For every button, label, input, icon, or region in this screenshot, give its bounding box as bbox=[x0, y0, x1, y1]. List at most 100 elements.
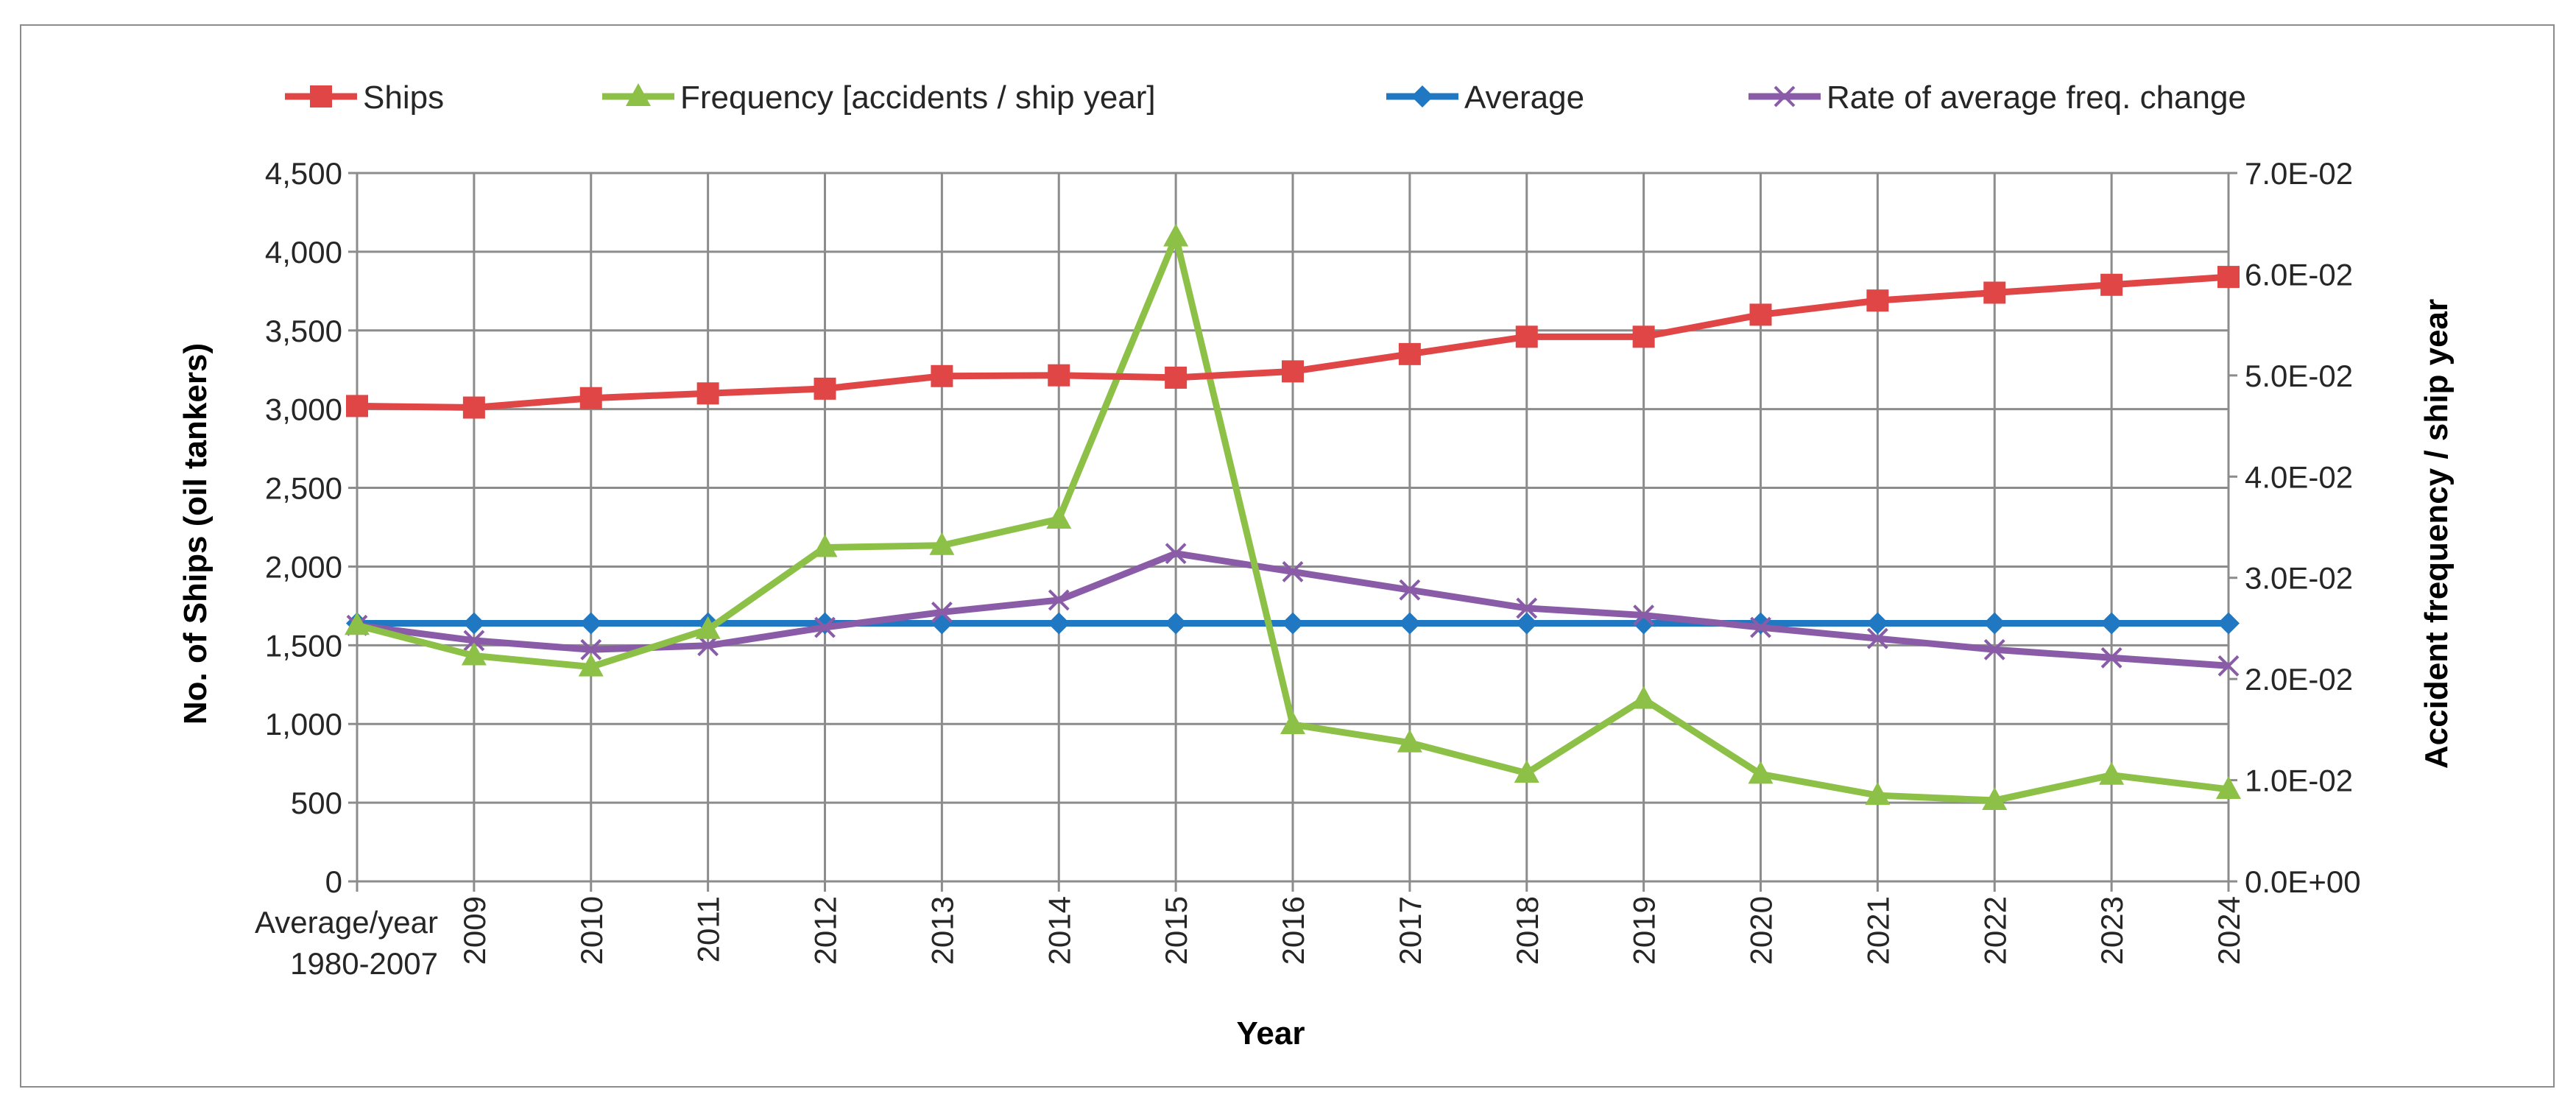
x-tick-label: 2024 bbox=[2212, 896, 2246, 965]
data-point-frequency-accidents-ship-year bbox=[812, 534, 838, 557]
x-tick-label: 2022 bbox=[1977, 896, 2012, 965]
x-tick-label: 2023 bbox=[2095, 896, 2129, 965]
data-point-ships bbox=[579, 387, 602, 409]
data-point-ships bbox=[2217, 266, 2240, 289]
legend-label: Frequency [accidents / ship year] bbox=[680, 80, 1156, 116]
legend-label: Ships bbox=[363, 80, 444, 116]
y-tick-label: 4,000 bbox=[265, 235, 342, 269]
data-point-frequency-accidents-ship-year bbox=[1163, 223, 1189, 247]
data-point-average bbox=[1398, 612, 1421, 635]
data-point-ships bbox=[2100, 273, 2123, 296]
data-point-ships bbox=[931, 364, 953, 387]
x-tick-label: 2020 bbox=[1744, 896, 1779, 965]
data-point-average bbox=[2100, 612, 2123, 635]
y2-tick-label: 7.0E-02 bbox=[2245, 156, 2353, 191]
data-point-ships bbox=[462, 396, 485, 419]
data-point-ships bbox=[814, 377, 836, 400]
data-point-frequency-accidents-ship-year bbox=[345, 612, 370, 635]
x-axis-title: Year bbox=[1237, 1015, 1305, 1051]
data-point-average bbox=[579, 612, 602, 635]
y2-tick-label: 2.0E-02 bbox=[2245, 662, 2353, 697]
data-point-ships bbox=[1983, 281, 2006, 304]
data-point-frequency-accidents-ship-year bbox=[1514, 759, 1539, 783]
x-tick-label: 2012 bbox=[808, 896, 843, 965]
legend-item-rate-of-average-freq-change: Rate of average freq. change bbox=[1748, 80, 2246, 116]
data-point-average bbox=[1983, 612, 2006, 635]
data-point-rate-of-average-freq-change bbox=[931, 602, 953, 623]
data-point-rate-of-average-freq-change bbox=[1866, 627, 1888, 649]
y2-tick-label: 1.0E-02 bbox=[2245, 764, 2353, 798]
data-point-frequency-accidents-ship-year bbox=[1982, 787, 2008, 811]
y-tick-label: 2,000 bbox=[265, 549, 342, 584]
data-point-rate-of-average-freq-change bbox=[1399, 579, 1421, 601]
series-layer bbox=[345, 223, 2241, 811]
data-point-ships bbox=[346, 395, 368, 417]
data-point-ships bbox=[696, 382, 719, 405]
x-tick-label: 2021 bbox=[1860, 896, 1895, 965]
data-point-frequency-accidents-ship-year bbox=[1397, 729, 1422, 753]
data-point-rate-of-average-freq-change bbox=[1048, 589, 1070, 611]
data-point-frequency-accidents-ship-year bbox=[1748, 761, 1774, 784]
legend-marker bbox=[310, 85, 332, 108]
data-point-frequency-accidents-ship-year bbox=[2099, 761, 2125, 785]
x-tick-label: 2009 bbox=[457, 896, 492, 965]
data-point-rate-of-average-freq-change bbox=[1165, 543, 1187, 565]
data-point-ships bbox=[1048, 364, 1070, 387]
x-tick-label: 2014 bbox=[1042, 896, 1076, 965]
x-tick-label: 2016 bbox=[1276, 896, 1310, 965]
data-point-rate-of-average-freq-change bbox=[2217, 655, 2240, 677]
x-tick-label: 2017 bbox=[1393, 896, 1428, 965]
data-point-ships bbox=[1398, 342, 1421, 365]
data-point-frequency-accidents-ship-year bbox=[1631, 686, 1656, 709]
x-tick-label: 2011 bbox=[691, 896, 726, 962]
y-tick-label: 500 bbox=[291, 786, 342, 820]
data-point-average bbox=[1282, 612, 1304, 635]
data-point-ships bbox=[1165, 366, 1188, 389]
data-point-rate-of-average-freq-change bbox=[463, 630, 485, 652]
y2-tick-label: 6.0E-02 bbox=[2245, 257, 2353, 292]
data-point-rate-of-average-freq-change bbox=[2100, 646, 2122, 669]
y-tick-label: 0 bbox=[325, 864, 342, 899]
y2-tick-label: 4.0E-02 bbox=[2245, 459, 2353, 494]
y-tick-label: 4,500 bbox=[265, 156, 342, 191]
data-point-frequency-accidents-ship-year bbox=[695, 616, 721, 639]
data-point-frequency-accidents-ship-year bbox=[461, 642, 487, 666]
legend-marker bbox=[626, 83, 651, 106]
data-point-average bbox=[1866, 612, 1889, 635]
x-tick-label: 2018 bbox=[1510, 896, 1545, 965]
data-point-rate-of-average-freq-change bbox=[1282, 561, 1304, 582]
x-tick-label: Average/year 1980-2007 bbox=[255, 905, 438, 981]
data-point-ships bbox=[1866, 289, 1889, 312]
data-point-ships bbox=[1632, 325, 1655, 348]
data-point-ships bbox=[1749, 303, 1772, 326]
data-point-average bbox=[1048, 612, 1070, 635]
data-point-ships bbox=[1282, 360, 1304, 383]
data-point-average bbox=[462, 612, 485, 635]
y-tick-label: 3,500 bbox=[265, 314, 342, 348]
x-tick-label: 2019 bbox=[1627, 896, 1662, 965]
data-point-rate-of-average-freq-change bbox=[814, 616, 836, 638]
legend-marker bbox=[1774, 85, 1796, 108]
data-point-rate-of-average-freq-change bbox=[1516, 597, 1538, 619]
legend-item-ships: Ships bbox=[285, 80, 444, 116]
data-point-average bbox=[2217, 612, 2240, 635]
data-point-rate-of-average-freq-change bbox=[580, 638, 602, 660]
x-tick-label: 2013 bbox=[925, 896, 959, 965]
y-tick-label: 2,500 bbox=[265, 471, 342, 506]
legend-label: Average bbox=[1464, 80, 1584, 116]
data-point-average bbox=[1165, 612, 1188, 635]
legend: Ships Frequency [accidents / ship year] Av… bbox=[285, 80, 2246, 116]
series-frequency-accidents-ship-year bbox=[345, 223, 2241, 811]
y-tick-label: 1,500 bbox=[265, 628, 342, 663]
y2-tick-label: 5.0E-02 bbox=[2245, 359, 2353, 393]
y-axis-title: No. of Ships (oil tankers) bbox=[177, 343, 214, 725]
y2-axis-title: Accident frequency / ship year bbox=[2418, 299, 2455, 769]
data-point-frequency-accidents-ship-year bbox=[929, 532, 955, 555]
data-point-rate-of-average-freq-change bbox=[1633, 605, 1655, 626]
data-point-average bbox=[1515, 612, 1538, 635]
data-point-frequency-accidents-ship-year bbox=[578, 653, 604, 677]
data-point-rate-of-average-freq-change bbox=[697, 635, 719, 657]
series-average bbox=[346, 612, 2240, 635]
data-point-frequency-accidents-ship-year bbox=[1046, 506, 1072, 529]
